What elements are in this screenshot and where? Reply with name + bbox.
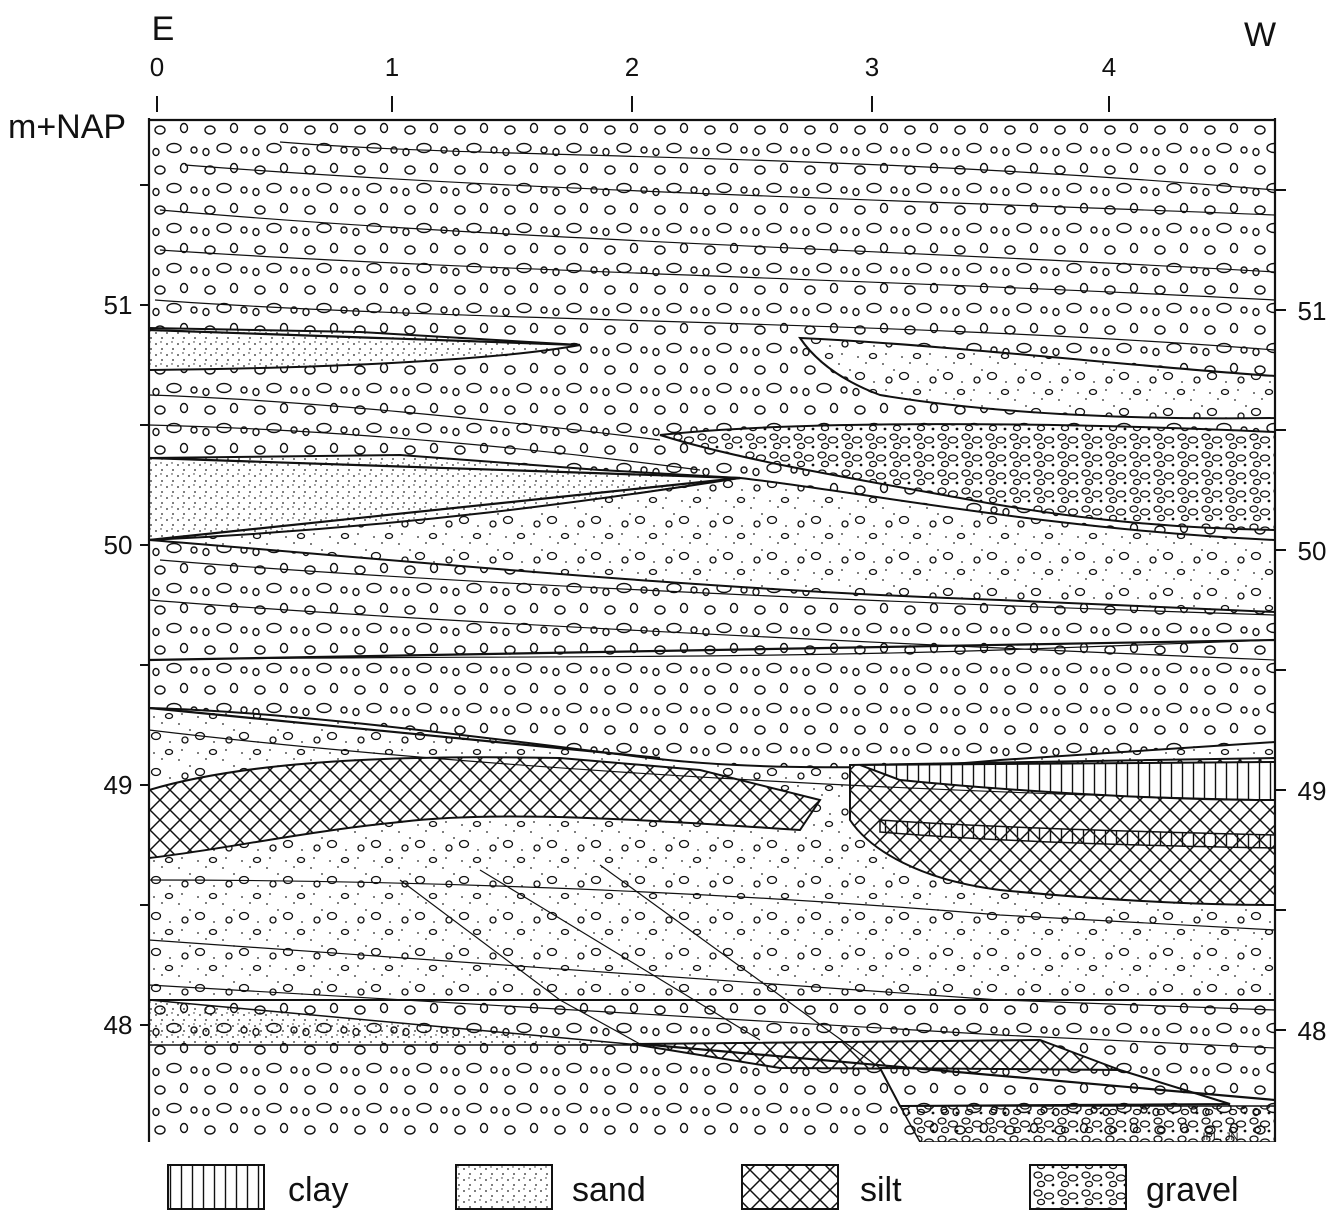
cross-section: 51 50 49 48 51 50 49 48 IPL. JN. [104,118,1327,1143]
legend-item-silt: silt [741,1164,902,1210]
legend-label-sand: sand [572,1171,646,1209]
top-tick-label-1: 1 [385,52,399,82]
legend-label-gravel: gravel [1146,1171,1239,1209]
legend-swatch-sand [455,1164,553,1210]
legend: clay sand silt gravel [167,1164,1239,1210]
legend-item-clay: clay [167,1164,348,1210]
elevation-left-51: 51 [104,290,133,320]
top-axis: 0 1 2 3 4 E W m+NAP [8,10,1276,146]
elevation-right-48: 48 [1298,1016,1327,1046]
elevation-right-49: 49 [1298,776,1327,806]
legend-swatch-gravel [1029,1164,1127,1210]
legend-item-gravel: gravel [1029,1164,1239,1210]
elevation-left-49: 49 [104,770,133,800]
elevation-right-50: 50 [1298,536,1327,566]
legend-label-silt: silt [860,1171,902,1209]
east-label: E [152,10,175,48]
top-tick-label-3: 3 [865,52,879,82]
elevation-left-48: 48 [104,1010,133,1040]
west-label: W [1244,16,1276,54]
elevation-left-50: 50 [104,530,133,560]
author-signature: IPL. JN. [1202,1131,1241,1143]
y-axis-unit-label: m+NAP [8,108,126,146]
elevation-right-51: 51 [1298,296,1327,326]
legend-swatch-clay [167,1164,265,1210]
bedding-lines [149,141,1275,1069]
top-tick-label-4: 4 [1102,52,1116,82]
legend-item-sand: sand [455,1164,646,1210]
legend-swatch-silt [741,1164,839,1210]
sandy-gravel-base [149,999,641,1046]
top-tick-label-2: 2 [625,52,639,82]
legend-label-clay: clay [288,1171,348,1209]
top-tick-label-0: 0 [150,52,164,82]
